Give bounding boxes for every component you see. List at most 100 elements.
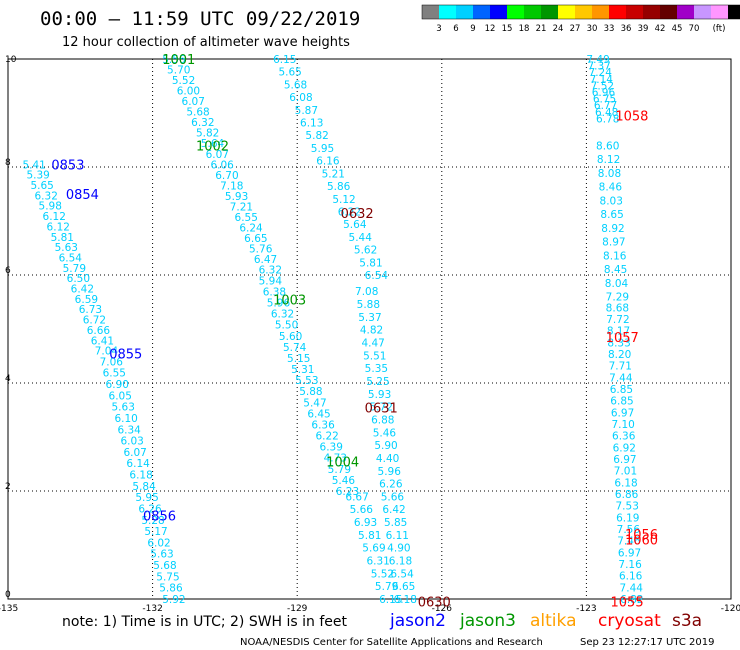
- wave-height-value: 5.21: [322, 168, 345, 180]
- wave-height-value: 6.65: [244, 233, 267, 245]
- wave-height-value: 5.37: [358, 312, 381, 324]
- colorbar-label: (ft): [713, 24, 726, 34]
- track-label: 0855: [109, 347, 142, 362]
- wave-height-value: 6.12: [43, 211, 66, 223]
- wave-height-value: 5.28: [141, 515, 164, 527]
- wave-height-value: 5.76: [249, 244, 273, 256]
- colorbar-label: 24: [553, 24, 564, 34]
- wave-height-value: 5.47: [303, 397, 326, 409]
- track-label: 0854: [66, 188, 99, 203]
- y-tick-label: 4: [5, 374, 11, 384]
- track-label: 1002: [196, 139, 229, 154]
- x-tick-label: -129: [287, 604, 308, 614]
- wave-height-value: 6.26: [138, 503, 162, 515]
- color-swatch: [592, 5, 609, 19]
- colorbar-label: 6: [453, 24, 458, 34]
- timestamp-text: Sep 23 12:27:17 UTC 2019: [580, 637, 714, 648]
- wave-height-value: 6.65: [392, 581, 415, 593]
- satellite-legend-jason3: jason3: [459, 611, 516, 631]
- wave-height-value: 6.38: [263, 286, 286, 298]
- wave-height-value: 6.23: [336, 486, 359, 498]
- wave-height-value: 4.90: [387, 543, 410, 555]
- color-scale-legend: 3 6 9 12 15 18 21 24 27 30 33 36 39 42 45 70 (ft): [421, 4, 740, 34]
- wave-height-value: 6.32: [259, 265, 282, 277]
- wave-height-value: 6.85: [610, 396, 633, 408]
- color-swatch: [711, 5, 728, 19]
- wave-height-value: 5.25: [366, 376, 389, 388]
- wave-height-value: 6.97: [618, 547, 641, 559]
- wave-height-value: 5.84: [132, 481, 156, 493]
- wave-height-value: 6.96: [592, 87, 616, 99]
- wave-height-value: 6.54: [390, 568, 414, 580]
- wave-height-value: 6.47: [254, 254, 277, 266]
- wave-height-value: 7.71: [609, 361, 632, 373]
- wave-height-value: 6.73: [79, 304, 102, 316]
- wave-height-value: 5.68: [186, 107, 209, 119]
- wave-height-value: 7.16: [618, 559, 642, 571]
- color-swatch: [575, 5, 592, 19]
- color-swatch: [626, 5, 643, 19]
- wave-height-value: 7.24: [589, 67, 613, 79]
- colorbar-label: 3: [436, 24, 441, 34]
- wave-height-value: 5.79: [63, 263, 86, 275]
- wave-height-value: 5.79: [375, 581, 398, 593]
- wave-height-value: 5.15: [287, 353, 310, 365]
- wave-height-value: 5.79: [328, 464, 351, 476]
- color-swatch: [456, 5, 473, 19]
- wave-height-value: 6.92: [613, 442, 636, 454]
- wave-height-value: 6.05: [109, 390, 132, 402]
- wave-height-value: 5.82: [305, 130, 328, 142]
- colorbar-label: 45: [672, 24, 683, 34]
- colorbar-label: 12: [485, 24, 496, 34]
- wave-height-value: 8.65: [600, 209, 623, 221]
- wave-height-value: 6.02: [147, 537, 170, 549]
- track-label: 1001: [162, 53, 195, 68]
- wave-height-value: 5.94: [259, 275, 283, 287]
- wave-height-value: 6.07: [206, 149, 229, 161]
- track-label: 0631: [365, 401, 398, 416]
- x-tick-label: -126: [432, 604, 453, 614]
- grid-lines: [8, 59, 731, 599]
- y-tick-label: 10: [5, 55, 17, 65]
- chart-subtitle: 12 hour collection of altimeter wave hei…: [62, 35, 350, 50]
- wave-height-value: 5.53: [295, 375, 318, 387]
- wave-height-value: 5.66: [381, 491, 405, 503]
- wave-height-value: 6.86: [615, 489, 639, 501]
- colorbar-label: 21: [536, 24, 547, 34]
- color-swatch: [609, 5, 626, 19]
- wave-height-value: 7.56: [617, 524, 641, 536]
- wave-height-value: 6.36: [311, 419, 335, 431]
- wave-height-value: 6.97: [611, 407, 634, 419]
- wave-height-value: 5.62: [354, 245, 377, 257]
- wave-height-value: 5.65: [30, 180, 53, 192]
- wave-height-value: 5.56: [162, 54, 186, 66]
- wave-height-value: 5.90: [374, 440, 397, 452]
- wave-height-value: 5.50: [275, 320, 298, 332]
- satellite-legend: jason2 jason3 altika cryosat s3a: [389, 611, 702, 631]
- colorbar-label: 30: [587, 24, 598, 34]
- wave-height-value: 6.42: [71, 284, 94, 296]
- colorbar-label: 70: [689, 24, 700, 34]
- wave-height-value: 5.64: [343, 219, 367, 231]
- wave-height-value: 6.00: [177, 86, 200, 98]
- wave-height-value: 6.67: [345, 491, 368, 503]
- wave-height-value: 5.39: [26, 170, 49, 182]
- wave-height-value: 7.44: [609, 372, 633, 384]
- wave-height-value: 6.15: [273, 54, 296, 66]
- wave-height-value: 8.33: [607, 337, 630, 349]
- wave-height-value: 6.32: [191, 117, 214, 129]
- color-swatch: [490, 5, 507, 19]
- color-swatch: [422, 5, 439, 19]
- wave-height-value: 5.72: [370, 402, 393, 414]
- wave-height-value: 5.17: [144, 526, 167, 538]
- track-label: 1004: [326, 455, 359, 470]
- wave-height-value: 8.68: [606, 302, 629, 314]
- wave-height-value: 6.03: [120, 436, 143, 448]
- wave-height-value: 6.14: [126, 458, 150, 470]
- wave-height-value: 5.81: [358, 530, 381, 542]
- wave-height-value: 6.50: [67, 273, 90, 285]
- wave-height-value: 7.52: [591, 80, 614, 92]
- wave-height-value: 8.04: [605, 278, 629, 290]
- y-tick-label: 2: [5, 482, 11, 492]
- wave-height-value: 6.06: [210, 159, 234, 171]
